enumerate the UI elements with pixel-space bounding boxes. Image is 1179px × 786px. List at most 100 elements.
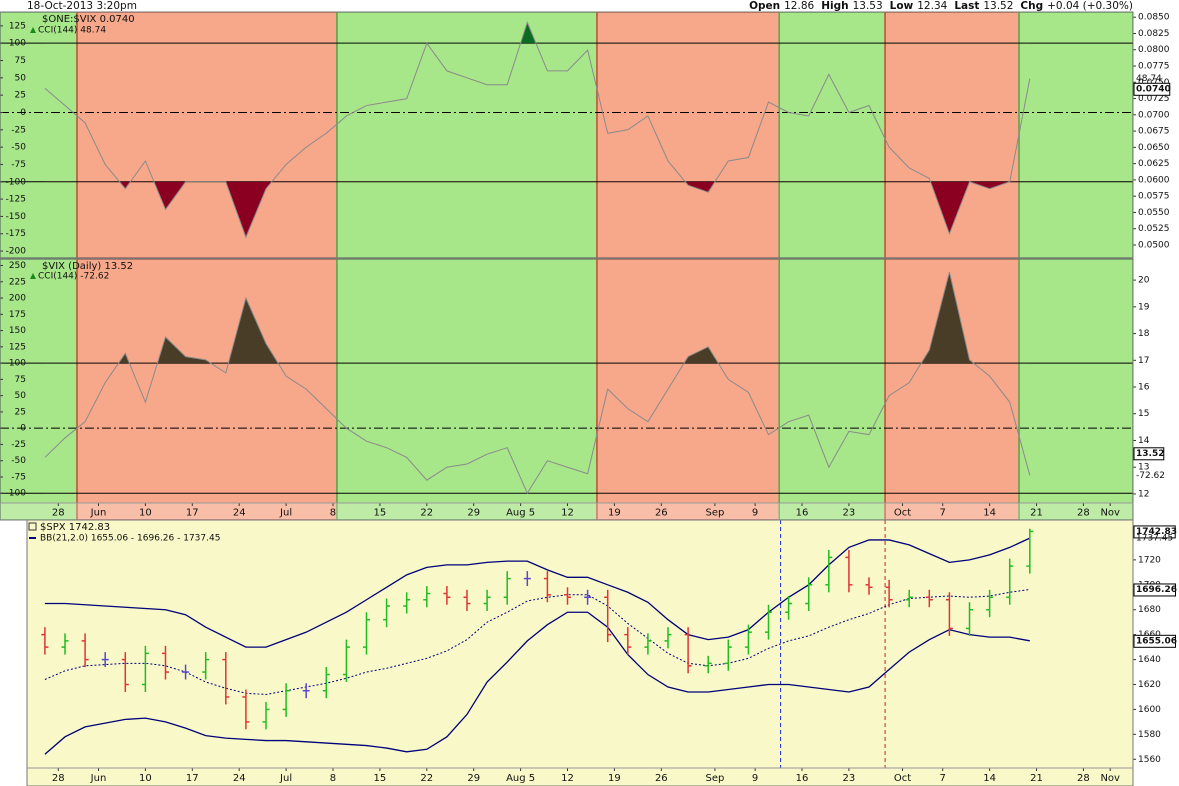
x-tick-label: Nov	[1100, 773, 1120, 784]
y2-tick-label: 0.0600	[1138, 175, 1170, 185]
y2-tick-label: 0.0775	[1138, 62, 1170, 72]
y-tick-label: 75	[15, 56, 26, 66]
legend-icon	[30, 273, 36, 279]
value-box	[1133, 583, 1176, 597]
y2-tick-label: 0.0750	[1138, 78, 1170, 88]
y2-tick-label: 14	[1138, 436, 1150, 446]
last-value-label: 48.74	[1136, 74, 1162, 84]
y-tick-label: 200	[9, 294, 26, 304]
x-tick-label: 23	[843, 773, 856, 784]
y2-tick-label: 19	[1138, 302, 1150, 312]
y2-tick-label: 0.0575	[1138, 192, 1170, 202]
x-tick-label: 17	[186, 508, 199, 519]
x-tick-label: Aug 5	[506, 773, 535, 784]
y-tick-label: 1680	[1138, 605, 1161, 615]
panel: 125 100 75 50 25 0 -25 -50 -75 -100 -125 -150 -175 -2…	[0, 11, 1171, 259]
x-tick-label: 7	[940, 773, 946, 784]
y2-tick-label: 0.0675	[1138, 127, 1170, 137]
y2-tick-label: 0.0650	[1138, 143, 1170, 153]
x-tick-label: 22	[420, 773, 433, 784]
y-tick-label: -100	[6, 489, 27, 499]
y2-tick-label: 0.0800	[1138, 45, 1170, 55]
x-tick-label: 23	[843, 508, 856, 519]
signal-band	[336, 259, 598, 520]
x-tick-label: 28	[1077, 773, 1090, 784]
legends: $ONE:$VIX 0.0740 CCI(144) 48.74 $VIX (Da…	[28, 14, 220, 544]
y2-tick-label: 18	[1138, 329, 1150, 339]
signal-band	[778, 259, 886, 520]
y-tick-label: 1620	[1138, 680, 1161, 690]
x-tick-label: Aug 5	[506, 508, 535, 519]
last-value-label: 1655.06	[1136, 636, 1177, 646]
panel: 15601580160016201640166016801700172028Ju…	[26, 519, 1177, 786]
panel-border	[26, 519, 1134, 786]
y-tick-label: 125	[9, 342, 26, 352]
x-tick-label: Jun	[90, 508, 107, 519]
quote-label: High	[821, 0, 848, 12]
y-tick-label: -100	[6, 177, 27, 187]
y-tick-label: 150	[9, 326, 26, 336]
y-tick-label: 175	[9, 310, 26, 320]
y2-tick-label: 0.0700	[1138, 110, 1170, 120]
last-value-label: 1737.45	[1136, 534, 1173, 544]
panel-plot	[27, 520, 1133, 786]
x-tick-label: 8	[330, 773, 336, 784]
signal-band	[0, 12, 78, 258]
x-tick-label: 21	[1030, 508, 1043, 519]
cci-fill	[44, 272, 1030, 364]
cci-fill-group	[44, 272, 1030, 364]
y-tick-label: 125	[9, 21, 26, 31]
y-tick-label: 75	[15, 375, 26, 385]
y-tick-label: -75	[11, 472, 26, 482]
x-tick-label: Jul	[279, 508, 292, 519]
header-quote: Open 12.86 High 13.53 Low 12.34 Last 13.52 Chg +0…	[749, 0, 1133, 12]
x-tick-label: Jul	[279, 773, 292, 784]
y-tick-label: -125	[6, 195, 26, 205]
y-tick-label: 1640	[1138, 655, 1161, 665]
x-tick-label: Oct	[894, 508, 911, 519]
panel-background	[27, 520, 1133, 786]
signal-band	[778, 12, 886, 258]
x-tick-label: 21	[1030, 773, 1043, 784]
legend-symbol: $SPX 1742.83	[40, 522, 110, 533]
y2-tick-label: 0.0550	[1138, 208, 1170, 218]
quote-value: +0.04 (+0.30%)	[1047, 0, 1133, 12]
x-tick-label: 19	[608, 773, 621, 784]
x-tick-label: 28	[52, 508, 65, 519]
last-value-label: 0.0740	[1136, 84, 1171, 94]
y-tick-label: 25	[15, 407, 26, 417]
quote-value: 13.52	[983, 0, 1013, 12]
y-tick-label: 0	[20, 108, 26, 118]
y2-tick-label: 12	[1138, 489, 1149, 499]
x-tick-label: 12	[561, 508, 574, 519]
x-tick-label: 15	[374, 773, 387, 784]
y2-tick-label: 16	[1138, 383, 1150, 393]
y2-tick-label: 13	[1138, 463, 1149, 473]
panel-border	[0, 11, 1134, 259]
y-tick-label: 250	[9, 261, 26, 271]
legend-icon	[30, 27, 36, 33]
y2-tick-label: 20	[1138, 276, 1150, 286]
panel-plot	[0, 12, 1133, 258]
y-tick-label: -200	[6, 247, 27, 257]
last-value-label: 1696.26	[1136, 585, 1177, 595]
y-tick-label: 0	[20, 424, 26, 434]
y-tick-label: 1720	[1138, 555, 1161, 565]
x-tick-label: 26	[655, 508, 668, 519]
y-tick-label: 1600	[1138, 705, 1161, 715]
last-value-label: 13.52	[1136, 449, 1164, 459]
x-tick-label: Nov	[1100, 508, 1120, 519]
signal-band	[336, 12, 598, 258]
y-tick-label: 100	[9, 39, 26, 49]
y2-tick-label: 0.0825	[1138, 29, 1170, 39]
quote-label: Chg	[1020, 0, 1043, 12]
legend-indicator: CCI(144) -72.62	[38, 272, 109, 282]
legend-icon	[28, 522, 37, 531]
last-value-label: -72.62	[1136, 471, 1165, 481]
x-tick-label: 8	[330, 508, 336, 519]
x-tick-label: 14	[983, 508, 996, 519]
quote-label: Low	[890, 0, 914, 12]
x-tick-label: 29	[467, 508, 480, 519]
signal-band	[596, 259, 780, 520]
